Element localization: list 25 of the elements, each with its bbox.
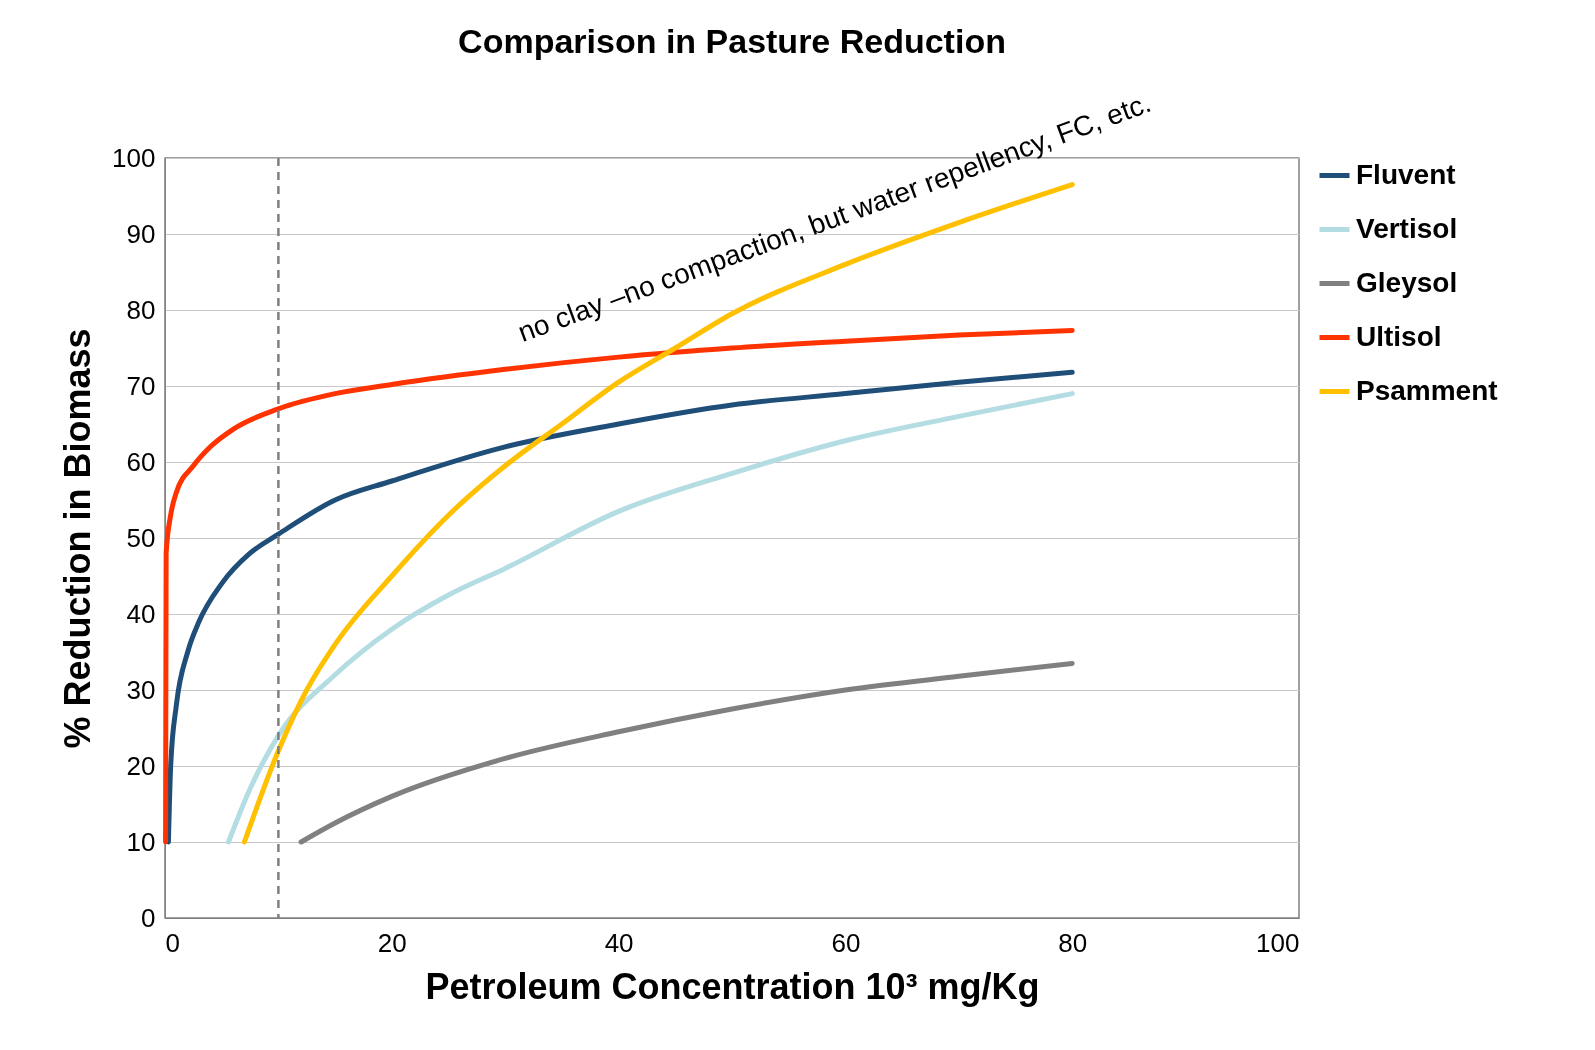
legend-label: Ultisol bbox=[1356, 320, 1442, 352]
legend-label: Gleysol bbox=[1356, 266, 1458, 298]
x-tick-label: 20 bbox=[377, 927, 407, 958]
y-tick-label: 90 bbox=[126, 218, 156, 249]
y-tick-label: 50 bbox=[126, 522, 156, 553]
y-tick-label: 80 bbox=[126, 294, 156, 325]
y-tick-label: 70 bbox=[126, 370, 156, 401]
y-tick-label: 100 bbox=[112, 142, 156, 173]
legend-label: Psamment bbox=[1356, 374, 1498, 406]
x-tick-label: 100 bbox=[1256, 927, 1300, 958]
y-tick-label: 40 bbox=[126, 598, 156, 629]
y-axis-title: % Reduction in Biomass bbox=[57, 328, 99, 749]
x-axis-title: Petroleum Concentration 10³ mg/Kg bbox=[425, 965, 1040, 1007]
y-tick-label: 10 bbox=[126, 826, 156, 857]
x-tick-label: 80 bbox=[1058, 927, 1088, 958]
x-tick-label: 60 bbox=[831, 927, 861, 958]
chart-title: Comparison in Pasture Reduction bbox=[458, 21, 1006, 60]
y-tick-label: 0 bbox=[141, 902, 156, 933]
legend-label: Fluvent bbox=[1356, 158, 1456, 190]
y-tick-label: 20 bbox=[126, 750, 156, 781]
legend-label: Vertisol bbox=[1356, 212, 1458, 244]
x-tick-label: 40 bbox=[604, 927, 634, 958]
x-tick-label: 0 bbox=[165, 927, 180, 958]
y-tick-label: 30 bbox=[126, 674, 156, 705]
y-tick-label: 60 bbox=[126, 446, 156, 477]
